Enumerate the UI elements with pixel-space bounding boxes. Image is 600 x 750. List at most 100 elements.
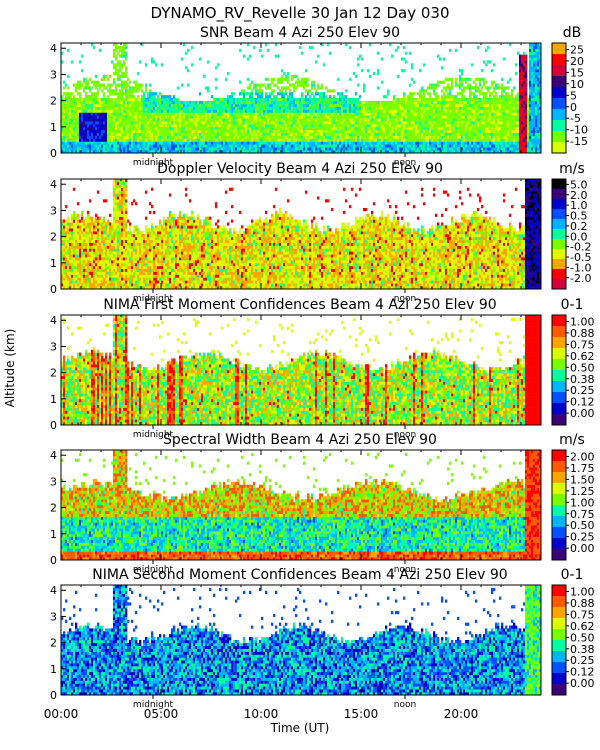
data-cell xyxy=(137,95,140,99)
data-cell xyxy=(193,109,196,113)
data-cell xyxy=(177,138,180,142)
data-cell xyxy=(127,95,130,99)
data-cell xyxy=(245,126,248,131)
data-cell xyxy=(283,138,286,142)
data-cell xyxy=(267,115,270,119)
data-cell xyxy=(75,118,78,122)
data-cell xyxy=(113,144,116,148)
data-cell xyxy=(509,132,512,136)
data-cell xyxy=(497,132,500,136)
data-cell xyxy=(275,109,278,113)
data-cell xyxy=(475,150,478,154)
data-cell xyxy=(185,147,188,151)
data-cell xyxy=(497,124,500,128)
data-cell xyxy=(181,135,184,139)
data-cell xyxy=(99,100,102,105)
data-cell xyxy=(279,118,282,122)
data-cell xyxy=(137,121,140,125)
data-cell xyxy=(513,147,516,151)
data-cell xyxy=(417,92,420,96)
data-cell xyxy=(433,83,436,87)
data-cell xyxy=(379,100,382,105)
data-cell xyxy=(127,144,130,148)
data-cell xyxy=(131,92,134,96)
data-cell xyxy=(335,132,338,136)
data-cell xyxy=(351,106,354,110)
data-cell xyxy=(451,103,454,107)
data-cell xyxy=(463,118,466,122)
data-cell xyxy=(227,138,230,142)
data-cell xyxy=(379,126,382,131)
data-cell xyxy=(253,147,256,151)
data-cell xyxy=(299,147,302,151)
data-cell xyxy=(465,141,468,145)
data-cell xyxy=(321,109,324,113)
data-cell xyxy=(229,106,232,110)
data-cell xyxy=(355,118,358,122)
data-cell xyxy=(169,109,172,113)
data-cell xyxy=(325,138,328,142)
data-cell xyxy=(149,103,152,107)
data-cell xyxy=(65,132,68,136)
data-cell xyxy=(273,118,276,122)
data-cell xyxy=(247,57,250,61)
data-cell xyxy=(369,112,372,116)
data-cell xyxy=(231,100,234,105)
data-cell xyxy=(447,121,450,125)
data-cell xyxy=(423,98,426,102)
data-cell xyxy=(299,118,302,122)
data-cell xyxy=(407,141,410,145)
data-cell xyxy=(369,106,372,110)
data-cell xyxy=(281,118,284,122)
data-cell xyxy=(411,132,414,136)
data-cell xyxy=(459,83,462,87)
data-cell xyxy=(373,118,376,122)
data-cell xyxy=(247,109,250,113)
data-cell xyxy=(285,103,288,107)
data-cell xyxy=(89,135,92,139)
data-cell xyxy=(321,124,324,128)
data-cell xyxy=(353,129,356,134)
data-cell xyxy=(471,100,474,105)
data-cell xyxy=(229,112,232,116)
data-cell xyxy=(425,100,428,105)
data-cell xyxy=(469,112,472,116)
data-cell xyxy=(267,141,270,145)
data-cell xyxy=(189,147,192,151)
data-cell xyxy=(503,115,506,119)
data-cell xyxy=(463,112,466,116)
data-cell xyxy=(497,138,500,142)
data-cell xyxy=(325,135,328,139)
data-cell xyxy=(299,109,302,113)
data-cell xyxy=(203,100,206,105)
data-cell xyxy=(325,100,328,105)
data-cell xyxy=(195,118,198,122)
data-cell xyxy=(83,109,86,113)
data-cell xyxy=(499,150,502,154)
data-cell xyxy=(67,106,70,110)
data-cell xyxy=(213,109,216,113)
data-cell xyxy=(115,43,118,47)
data-cell xyxy=(101,118,104,122)
data-cell xyxy=(95,95,98,99)
data-cell xyxy=(75,129,78,134)
data-cell xyxy=(211,112,214,116)
data-cell xyxy=(487,118,490,122)
data-cell xyxy=(123,118,126,122)
data-cell xyxy=(335,124,338,128)
data-cell xyxy=(113,124,116,128)
data-cell xyxy=(259,147,262,151)
data-cell xyxy=(117,147,120,151)
data-cell xyxy=(171,118,174,122)
data-cell xyxy=(249,54,252,58)
data-cell xyxy=(417,103,420,107)
data-cell xyxy=(257,141,260,145)
data-cell xyxy=(485,147,488,151)
data-cell xyxy=(185,109,188,113)
data-cell xyxy=(131,100,134,105)
data-cell xyxy=(459,126,462,131)
data-cell xyxy=(225,129,228,134)
data-cell xyxy=(365,135,368,139)
data-cell xyxy=(409,147,412,151)
data-cell xyxy=(323,106,326,110)
